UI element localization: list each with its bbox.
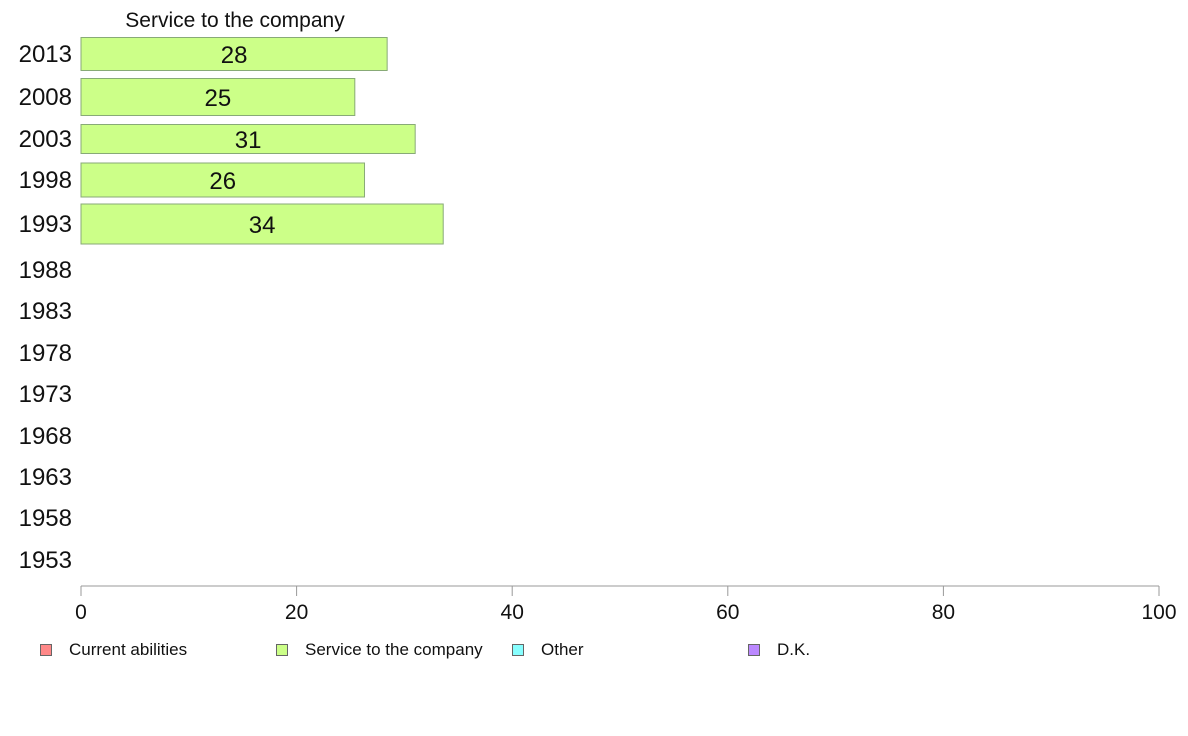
legend-swatch — [40, 644, 52, 656]
category-label: 2008 — [19, 84, 72, 111]
category-label: 1998 — [19, 167, 72, 194]
data-label: 25 — [205, 85, 232, 112]
x-tick-label: 100 — [1141, 601, 1176, 624]
legend-item-service: Service to the company — [276, 640, 483, 660]
x-tick-label: 0 — [75, 601, 87, 624]
bar — [80, 37, 388, 71]
x-tick-label: 20 — [285, 601, 308, 624]
category-label: 1963 — [19, 464, 72, 491]
legend-item-other: Other — [512, 640, 584, 660]
category-label: 1988 — [19, 257, 72, 284]
category-label: 1953 — [19, 547, 72, 574]
data-label: 28 — [221, 42, 248, 69]
legend-swatch — [276, 644, 288, 656]
chart-title: Service to the company — [125, 9, 345, 32]
legend-swatch — [512, 644, 524, 656]
category-label: 1983 — [19, 298, 72, 325]
data-label: 34 — [249, 212, 276, 239]
legend-label: Other — [541, 640, 584, 659]
legend-item-dk: D.K. — [748, 640, 810, 660]
legend: Current abilities Service to the company… — [0, 640, 1188, 664]
bar — [80, 124, 416, 154]
data-label: 31 — [235, 127, 262, 154]
category-label: 1973 — [19, 381, 72, 408]
category-label: 1968 — [19, 423, 72, 450]
x-tick-label: 80 — [932, 601, 955, 624]
category-label: 1958 — [19, 505, 72, 532]
legend-label: D.K. — [777, 640, 811, 659]
category-label: 2013 — [19, 41, 72, 68]
legend-item-current-abilities: Current abilities — [40, 640, 187, 660]
legend-swatch — [748, 644, 760, 656]
data-label: 26 — [209, 168, 236, 195]
category-label: 2003 — [19, 126, 72, 153]
bar — [80, 203, 444, 245]
x-tick-label: 40 — [501, 601, 524, 624]
legend-label: Current abilities — [69, 640, 188, 659]
legend-label: Service to the company — [305, 640, 483, 659]
category-label: 1978 — [19, 340, 72, 367]
category-label: 1993 — [19, 211, 72, 238]
bar — [80, 162, 366, 198]
bar — [80, 78, 356, 116]
x-tick-label: 60 — [716, 601, 739, 624]
